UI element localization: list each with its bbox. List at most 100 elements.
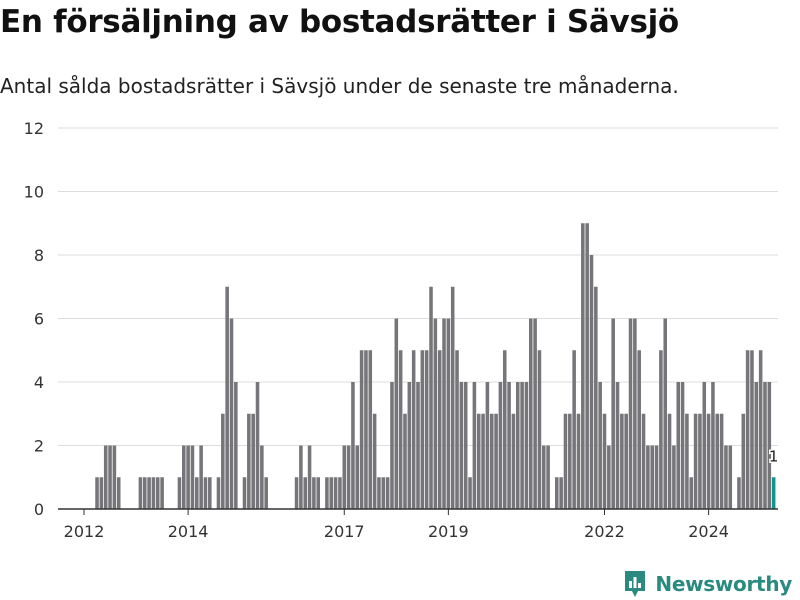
bar [364,350,368,509]
bar [424,350,429,509]
x-tick-label: 2014 [168,522,209,540]
bar [346,445,351,509]
bar [455,350,459,509]
bar [724,445,728,509]
bar [767,382,772,509]
bar [502,350,507,509]
bar [515,382,520,509]
bar [702,382,707,509]
bar [316,477,321,509]
bar [615,382,620,509]
bar [745,350,750,509]
bar [351,382,355,509]
bar-chart: 0 2 4 6 8 10 12 2012 2014 2017 2019 2022 2024 1 [24,119,780,540]
bar [633,318,637,509]
y-axis-labels: 0 2 4 6 8 10 12 [24,119,44,519]
bar [572,350,576,509]
bar [151,477,156,509]
bar [398,350,403,509]
bar [719,413,724,509]
bar [229,318,234,509]
bar [329,477,334,509]
bar [182,445,186,509]
bar [537,350,542,509]
bar [728,445,733,509]
bar [186,445,190,509]
bar [555,477,559,509]
bar [624,413,628,509]
bar [750,350,754,509]
bar [138,477,143,509]
bar [420,350,425,509]
y-tick-label: 10 [24,183,44,202]
bar [489,413,494,509]
bar [611,318,615,509]
bar [459,382,464,509]
bar [637,350,641,509]
bar [602,413,607,509]
bar [260,445,264,509]
bar [641,413,646,509]
bar [659,350,663,509]
bar [99,477,104,509]
bar [208,477,212,509]
x-tick-label: 2022 [584,522,625,540]
bar [520,382,524,509]
bar [381,477,386,509]
bar [411,350,416,509]
bar [437,350,442,509]
x-axis: 2012 2014 2017 2019 2022 2024 [58,508,778,540]
bar [494,413,498,509]
bar [598,382,602,509]
bar [585,223,589,509]
bar [225,286,229,509]
bar [528,318,533,509]
bar [559,477,563,509]
bar [338,477,342,509]
bar [442,318,446,509]
bar [542,445,546,509]
bar [103,445,108,509]
y-tick-label: 6 [34,310,44,329]
bar [607,445,611,509]
bar [95,477,99,509]
bar [754,382,759,509]
bar [524,382,529,509]
bar [342,445,347,509]
x-tick-label: 2012 [64,522,105,540]
bar [563,413,568,509]
x-tick-label: 2024 [688,522,729,540]
page-title: En försäljning av bostadsrätter i Sävsjö [0,4,679,40]
bar [429,286,433,509]
bars [95,223,776,509]
bar [155,477,160,509]
bar [359,350,364,509]
chart-subtitle: Antal sålda bostadsrätter i Sävsjö under… [0,74,679,98]
bar [433,318,438,509]
bar [498,382,503,509]
bar [247,413,251,509]
bar [294,477,299,509]
newsworthy-logo: Newsworthy [623,569,792,599]
bar [108,445,112,509]
bar [533,318,537,509]
bar [463,382,468,509]
bar [177,477,182,509]
bar [472,382,477,509]
bar [112,445,117,509]
bar [325,477,329,509]
bar [242,477,247,509]
bar [715,413,720,509]
bar [693,413,698,509]
bar [507,382,511,509]
bar [216,477,221,509]
bar [234,382,238,509]
bar [485,382,490,509]
bar [511,413,516,509]
y-tick-label: 0 [34,500,44,519]
brand-name: Newsworthy [655,572,792,596]
bar [685,413,689,509]
bar [160,477,164,509]
bar [646,445,650,509]
bar [589,255,594,509]
